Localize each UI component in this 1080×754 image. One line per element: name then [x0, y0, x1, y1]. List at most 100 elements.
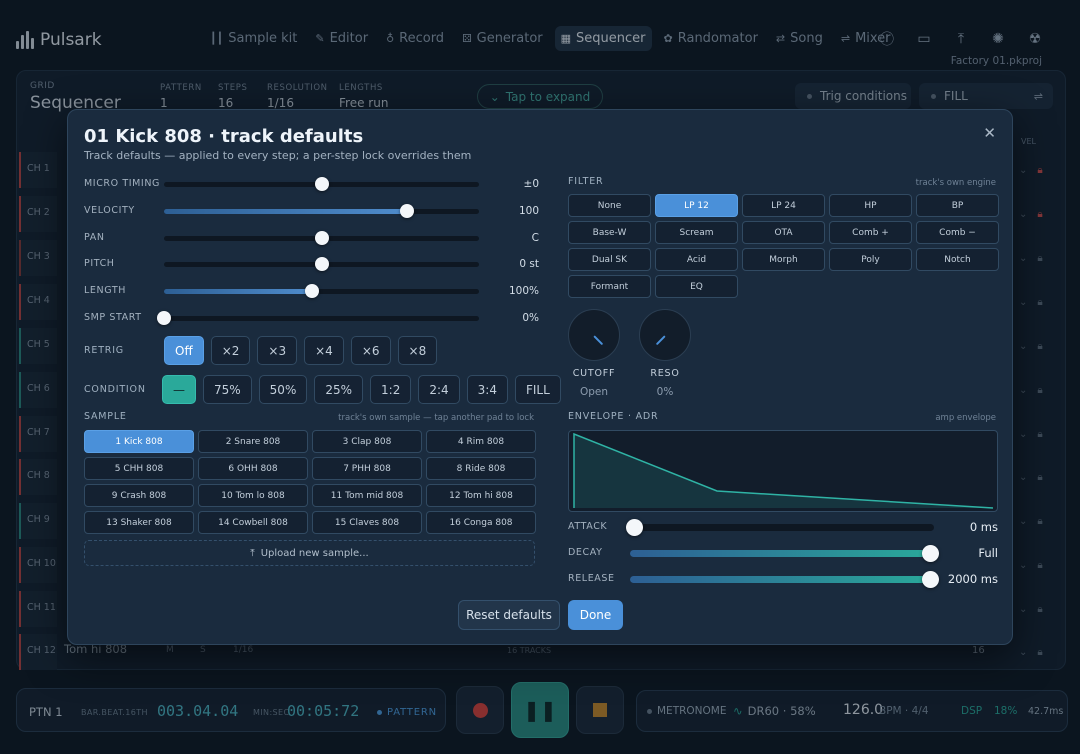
param-slider-length[interactable]: LENGTH 100%	[84, 281, 539, 301]
nav-sample-kit[interactable]: ┃┃ Sample kit	[210, 31, 298, 46]
channel-label[interactable]: CH 5	[19, 328, 57, 364]
upload-sample-button[interactable]: ⤒ Upload new sample...	[84, 540, 535, 566]
cutoff-dial[interactable]	[568, 309, 620, 361]
slider-track[interactable]	[630, 524, 934, 531]
slider-handle[interactable]	[626, 519, 643, 536]
sample-pad[interactable]: 5 CHH 808	[84, 457, 194, 480]
pause-button[interactable]: ❚❚	[511, 682, 569, 738]
param-slider-micro-timing[interactable]: MICRO TIMING ±0	[84, 174, 539, 194]
retrig-option[interactable]: ×4	[304, 336, 344, 365]
filter-type-button[interactable]: None	[568, 194, 651, 217]
sample-pad[interactable]: 16 Conga 808	[426, 511, 536, 534]
done-button[interactable]: Done	[568, 600, 623, 630]
slider-track[interactable]	[164, 289, 479, 295]
filter-type-button[interactable]: BP	[916, 194, 999, 217]
sample-pad[interactable]: 14 Cowbell 808	[198, 511, 308, 534]
chevron-down-icon[interactable]: ⌄	[1019, 515, 1028, 527]
retrig-option[interactable]: Off	[164, 336, 204, 365]
slider-handle[interactable]	[314, 257, 329, 272]
slider-track[interactable]	[164, 208, 479, 214]
record-button[interactable]	[456, 686, 504, 734]
slider-handle[interactable]	[314, 177, 329, 191]
chevron-down-icon[interactable]: ⌄	[1019, 603, 1028, 615]
sample-pad[interactable]: 4 Rim 808	[426, 430, 536, 453]
retrig-option[interactable]: ×2	[210, 336, 251, 365]
reso-knob[interactable]: RESO 0%	[639, 309, 691, 398]
close-icon[interactable]: ✕	[983, 124, 996, 142]
sample-pad[interactable]: 15 Claves 808	[312, 511, 422, 534]
cond-option[interactable]: 2:4	[418, 375, 460, 404]
filter-type-button[interactable]: Acid	[655, 248, 738, 271]
sample-pad[interactable]: 6 OHH 808	[198, 457, 308, 480]
slider-track[interactable]	[630, 576, 934, 583]
nav-randomator[interactable]: ✿ Randomator	[663, 31, 758, 46]
chevron-down-icon[interactable]: ⌄	[1019, 428, 1028, 440]
info-icon[interactable]: ⓘ	[880, 32, 894, 48]
envelope-slider-release[interactable]: RELEASE 2000 ms	[568, 569, 998, 589]
trig-conditions-button[interactable]: Trig conditions	[795, 83, 911, 109]
cond-option[interactable]: 75%	[203, 375, 252, 404]
slider-handle[interactable]	[922, 545, 939, 562]
nav-sequencer[interactable]: ▦ Sequencer	[554, 26, 652, 51]
param-slider-smp-start[interactable]: SMP START 0%	[84, 308, 539, 328]
expand-button[interactable]: ⌄ Tap to expand	[477, 84, 603, 109]
slider-handle[interactable]	[314, 230, 329, 245]
chevron-down-icon[interactable]: ⌄	[1019, 340, 1028, 352]
upload-icon[interactable]: ⤒	[957, 31, 965, 47]
chevron-down-icon[interactable]: ⌄	[1019, 164, 1028, 176]
nav-record[interactable]: ♁ Record	[386, 31, 445, 46]
cond-option[interactable]: —	[162, 375, 196, 404]
lock-icon[interactable]: 🔒︎	[1037, 471, 1043, 483]
reset-defaults-button[interactable]: Reset defaults	[458, 600, 560, 630]
lock-icon[interactable]: 🔒︎	[1037, 646, 1043, 658]
chevron-down-icon[interactable]: ⌄	[1019, 384, 1028, 396]
pattern-indicator[interactable]: PTN 1	[29, 705, 63, 719]
lock-icon[interactable]: 🔒︎	[1037, 603, 1043, 615]
metronome-toggle[interactable]: METRONOME	[647, 705, 726, 717]
channel-label[interactable]: CH 9	[19, 503, 57, 539]
chevron-down-icon[interactable]: ⌄	[1019, 471, 1028, 483]
sample-pad[interactable]: 12 Tom hi 808	[426, 484, 536, 507]
retrig-option[interactable]: ×8	[397, 336, 438, 365]
bpm-value[interactable]: 126.0	[843, 702, 884, 718]
slider-handle[interactable]	[157, 311, 171, 325]
cond-option[interactable]: FILL	[514, 375, 561, 404]
slider-handle[interactable]	[305, 284, 320, 299]
stop-button[interactable]	[576, 686, 624, 734]
radiation-icon[interactable]: ☢	[1028, 31, 1042, 47]
param-slider-pitch[interactable]: PITCH 0 st	[84, 254, 539, 274]
channel-label[interactable]: CH 4	[19, 284, 57, 320]
sample-pad[interactable]: 11 Tom mid 808	[312, 484, 422, 507]
lock-icon[interactable]: 🔒︎	[1037, 515, 1043, 527]
cond-option[interactable]: 1:2	[370, 375, 412, 404]
envelope-slider-attack[interactable]: ATTACK 0 ms	[568, 517, 998, 537]
nav-song[interactable]: ⇄ Song	[775, 31, 823, 46]
channel-label[interactable]: CH 1	[19, 152, 57, 188]
filter-type-button[interactable]: Notch	[916, 248, 999, 271]
slider-track[interactable]	[630, 550, 934, 557]
chevron-down-icon[interactable]: ⌄	[1019, 559, 1028, 571]
lock-icon[interactable]: 🔒︎	[1037, 559, 1043, 571]
lock-icon[interactable]: 🔒︎	[1037, 252, 1043, 264]
filter-type-button[interactable]: Poly	[829, 248, 912, 271]
chevron-down-icon[interactable]: ⌄	[1019, 296, 1028, 308]
nav-editor[interactable]: ✎ Editor	[315, 31, 369, 46]
cond-option[interactable]: 50%	[258, 375, 308, 404]
fill-select[interactable]: FILL ⇌	[919, 83, 1053, 109]
slider-handle[interactable]	[399, 203, 414, 218]
sample-pad[interactable]: 7 PHH 808	[312, 457, 422, 480]
folder-icon[interactable]: ▭	[917, 31, 931, 47]
chevron-down-icon[interactable]: ⌄	[1019, 252, 1028, 264]
retrig-option[interactable]: ×3	[257, 336, 298, 365]
filter-type-button[interactable]: Morph	[742, 248, 825, 271]
lock-icon[interactable]: 🔒︎	[1037, 208, 1043, 220]
nav-generator[interactable]: ⚄ Generator	[462, 31, 543, 46]
lock-icon[interactable]: 🔒︎	[1037, 428, 1043, 440]
filter-type-button[interactable]: Scream	[655, 221, 738, 244]
mode-indicator[interactable]: PATTERN	[377, 707, 437, 718]
filter-type-button[interactable]: Dual SK	[568, 248, 651, 271]
cond-option[interactable]: 3:4	[466, 375, 508, 404]
sample-pad[interactable]: 8 Ride 808	[426, 457, 536, 480]
filter-type-button[interactable]: HP	[829, 194, 912, 217]
nav-mixer[interactable]: ⇌ Mixer	[840, 31, 891, 46]
